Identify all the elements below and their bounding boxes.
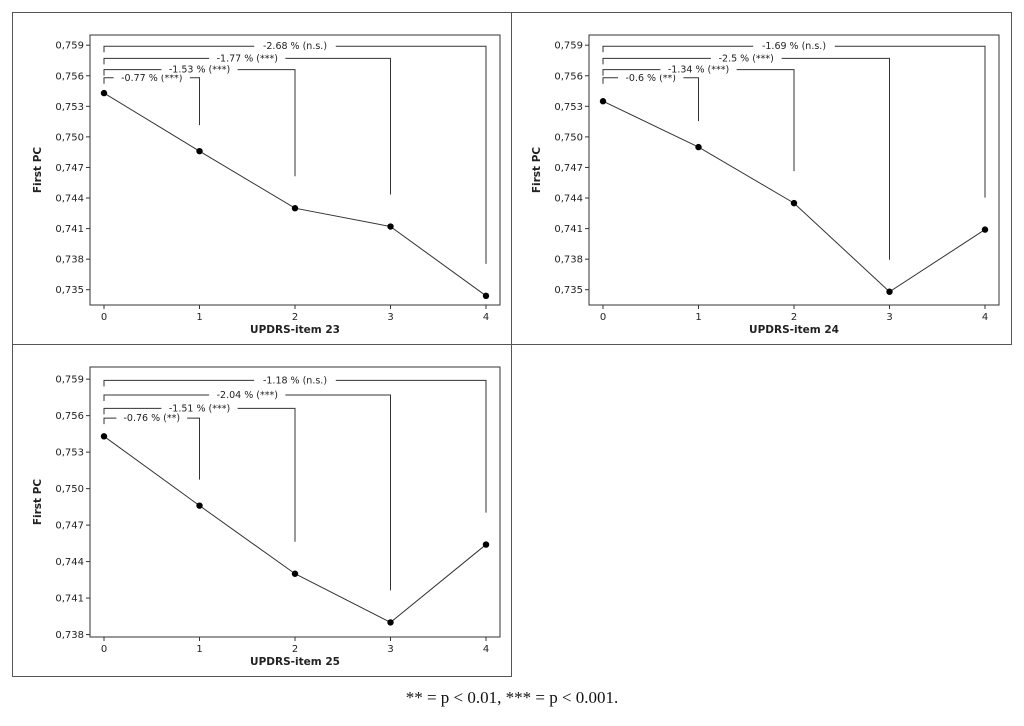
y-tick-label: 0,741 [55, 224, 84, 235]
x-tick-label: 2 [791, 312, 797, 323]
x-tick-label: 1 [196, 644, 202, 655]
chart-svg-item-25: 0,738 0,741 0,744 0,747 0,750 0,753 0,756 0,759… [32, 366, 501, 668]
x-axis-label: UPDRS-item 23 [250, 324, 340, 336]
x-tick-label: 0 [101, 644, 107, 655]
significance-label: -0.6 % (**) [625, 73, 676, 84]
y-axis-label: First PC [531, 147, 543, 194]
significance-label: -1.51 % (***) [169, 403, 230, 414]
y-axis-label: First PC [32, 147, 44, 194]
x-tick-label: 0 [101, 312, 107, 323]
significance-label: -1.53 % (***) [169, 65, 230, 76]
data-point [291, 205, 299, 212]
y-tick-label: 0,747 [55, 163, 84, 174]
y-tick-label: 0,738 [55, 630, 84, 641]
significance-label: -2.68 % (n.s.) [263, 41, 327, 52]
significance-bracket [103, 394, 391, 591]
significance-label: -2.5 % (***) [719, 53, 774, 64]
data-point [981, 226, 989, 233]
y-tick-label: 0,738 [554, 255, 583, 266]
y-tick-label: 0,744 [554, 194, 583, 205]
x-tick-label: 4 [483, 312, 489, 323]
y-tick-label: 0,753 [55, 448, 84, 459]
y-tick-label: 0,744 [55, 557, 84, 568]
annotation-bg [710, 52, 782, 64]
y-tick-label: 0,759 [55, 375, 84, 386]
significance-label: -0.77 % (***) [121, 73, 182, 84]
significance-label: -1.69 % (n.s.) [762, 41, 826, 52]
annotation-bg [753, 40, 835, 52]
data-point [100, 89, 108, 97]
y-tick-label: 0,756 [55, 71, 84, 82]
y-tick-label: 0,738 [55, 255, 84, 266]
x-tick-label: 4 [483, 644, 489, 655]
significance-bracket [602, 57, 890, 260]
data-point [291, 570, 299, 577]
annotation-bg [254, 374, 336, 386]
y-tick-label: 0,735 [554, 285, 583, 296]
data-point [599, 98, 607, 105]
data-point [387, 619, 394, 626]
annotation-bg [116, 412, 188, 424]
annotation-bg [254, 40, 336, 52]
y-tick-label: 0,759 [554, 41, 583, 52]
x-axis-label: UPDRS-item 25 [250, 656, 340, 668]
data-point [196, 502, 203, 509]
y-tick-label: 0,756 [554, 71, 583, 82]
significance-label: -2.04 % (***) [217, 390, 278, 401]
y-tick-label: 0,753 [55, 102, 84, 113]
annotation-bg [209, 52, 286, 64]
y-tick-label: 0,747 [55, 521, 84, 532]
annotation-bg [660, 63, 737, 75]
annotation-bg [161, 402, 238, 414]
annotation-bg [161, 63, 238, 75]
data-point [482, 541, 490, 548]
y-tick-label: 0,744 [55, 194, 84, 205]
x-tick-label: 3 [886, 312, 892, 323]
figure-caption: ** = p < 0.01, *** = p < 0.001. [405, 688, 619, 707]
y-tick-label: 0,750 [55, 484, 84, 495]
data-point [886, 288, 893, 295]
data-point [100, 433, 108, 440]
chart-svg-item-24: 0,735 0,738 0,741 0,744 0,747 0,750 0,753 0,756… [531, 34, 1000, 336]
x-tick-label: 1 [196, 312, 202, 323]
x-tick-label: 4 [982, 312, 988, 323]
y-tick-label: 0,750 [554, 132, 583, 143]
significance-label: -0.76 % (**) [123, 413, 180, 424]
annotation-bg [209, 388, 286, 400]
x-tick-label: 3 [387, 644, 393, 655]
data-point [482, 292, 490, 300]
y-tick-label: 0,747 [554, 163, 583, 174]
chart-panel-item-25: 0,738 0,741 0,744 0,747 0,750 0,753 0,756 0,759… [12, 344, 512, 677]
annotation-bg [113, 71, 190, 83]
x-axis-label: UPDRS-item 24 [749, 324, 839, 336]
significance-label: -1.77 % (***) [217, 53, 278, 64]
chart-panel-item-23: 0,735 0,738 0,741 0,744 0,747 0,750 0,753 0,756… [12, 12, 512, 345]
x-tick-label: 0 [600, 312, 606, 323]
y-axis-label: First PC [32, 479, 44, 526]
y-tick-label: 0,759 [55, 41, 84, 52]
data-point [196, 147, 203, 155]
x-tick-label: 3 [387, 312, 393, 323]
significance-label: -1.18 % (n.s.) [263, 375, 327, 386]
y-tick-label: 0,735 [55, 285, 84, 296]
y-tick-label: 0,756 [55, 411, 84, 422]
y-tick-label: 0,741 [55, 594, 84, 605]
y-tick-label: 0,741 [554, 224, 583, 235]
data-point [695, 143, 702, 151]
x-tick-label: 1 [695, 312, 701, 323]
data-point [387, 223, 394, 230]
significance-label: -1.34 % (***) [668, 65, 729, 76]
y-tick-label: 0,750 [55, 132, 84, 143]
chart-panel-item-24: 0,735 0,738 0,741 0,744 0,747 0,750 0,753 0,756… [511, 12, 1012, 345]
chart-svg-item-23: 0,735 0,738 0,741 0,744 0,747 0,750 0,753 0,756… [32, 34, 501, 336]
x-tick-label: 2 [292, 644, 298, 655]
x-tick-label: 2 [292, 312, 298, 323]
data-point [790, 199, 798, 207]
annotation-bg [618, 71, 684, 83]
y-tick-label: 0,753 [554, 102, 583, 113]
significance-bracket [602, 77, 699, 122]
